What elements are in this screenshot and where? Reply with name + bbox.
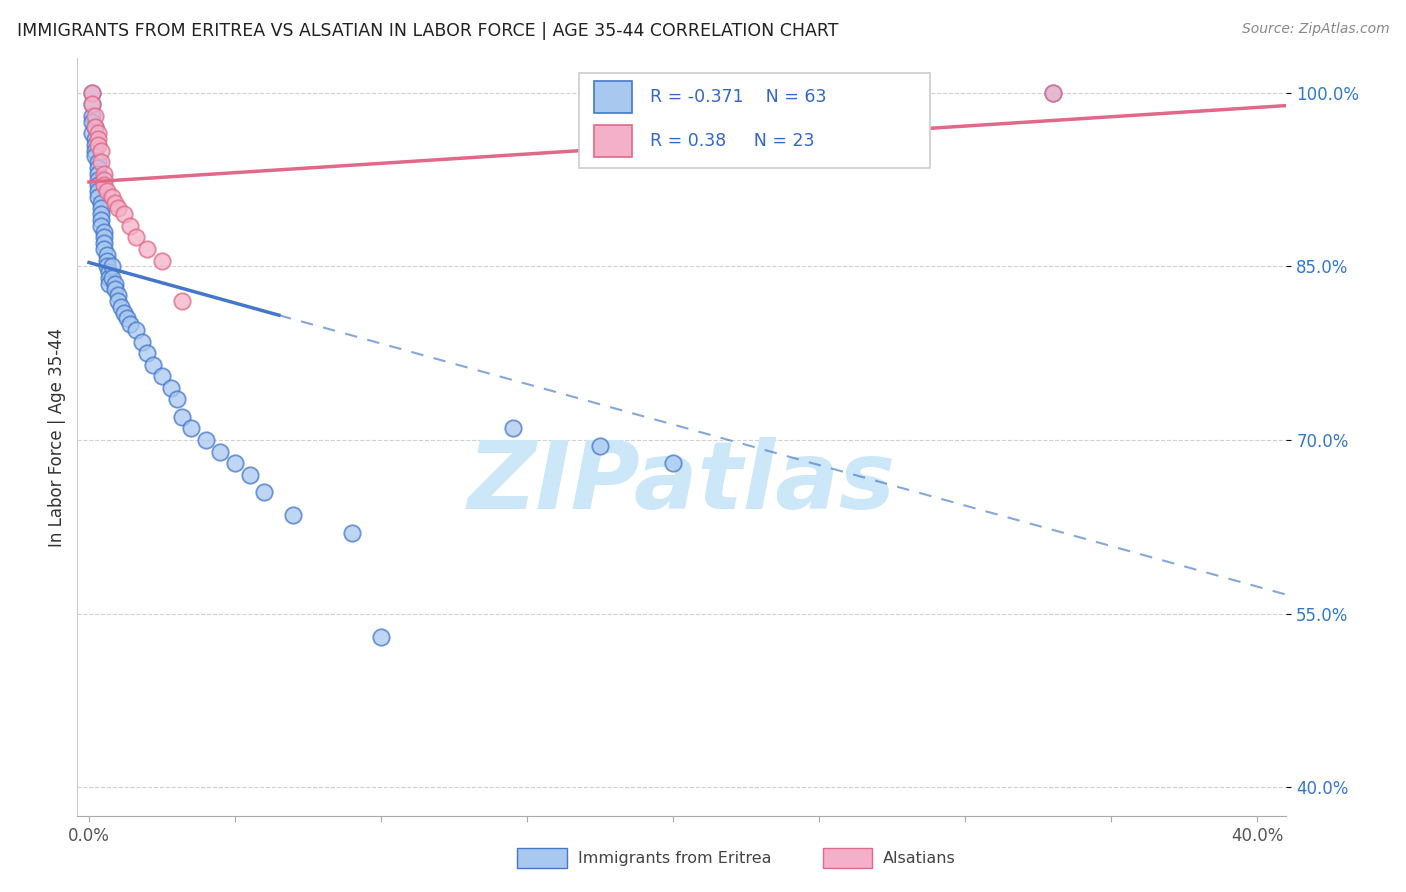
Point: [283, 508, 305, 523]
Point: [112, 207, 135, 221]
Text: R = -0.371    N = 63: R = -0.371 N = 63: [651, 88, 827, 106]
Point: [104, 277, 127, 291]
Point: [87, 184, 110, 198]
Point: [93, 172, 115, 186]
Point: [131, 334, 153, 349]
Point: [90, 207, 112, 221]
Point: [80, 97, 103, 112]
Point: [159, 381, 181, 395]
Point: [101, 190, 124, 204]
Point: [142, 358, 165, 372]
Point: [253, 485, 276, 500]
Text: R = 0.38     N = 23: R = 0.38 N = 23: [651, 132, 815, 150]
Point: [115, 311, 138, 326]
Point: [370, 630, 392, 644]
Point: [101, 271, 124, 285]
Point: [96, 248, 118, 262]
Point: [96, 260, 118, 274]
Point: [93, 178, 115, 193]
Point: [83, 144, 105, 158]
Point: [96, 253, 118, 268]
Point: [110, 300, 132, 314]
Point: [224, 456, 246, 470]
Point: [90, 202, 112, 216]
Point: [90, 155, 112, 169]
Point: [87, 155, 110, 169]
Text: ZIPatlas: ZIPatlas: [468, 436, 896, 529]
Point: [80, 86, 103, 100]
Point: [340, 525, 363, 540]
Point: [93, 242, 115, 256]
Point: [87, 178, 110, 193]
Point: [93, 225, 115, 239]
Point: [125, 323, 148, 337]
Point: [96, 184, 118, 198]
Point: [104, 283, 127, 297]
Point: [83, 149, 105, 163]
Point: [80, 114, 103, 128]
Point: [589, 439, 612, 453]
Point: [209, 444, 232, 458]
Point: [87, 167, 110, 181]
Point: [136, 242, 159, 256]
Point: [83, 132, 105, 146]
Point: [93, 230, 115, 244]
Point: [172, 294, 194, 309]
Point: [125, 230, 148, 244]
Point: [136, 346, 159, 360]
Point: [80, 126, 103, 140]
Point: [118, 219, 141, 233]
Point: [98, 265, 121, 279]
Point: [90, 144, 112, 158]
Point: [87, 132, 110, 146]
Point: [93, 236, 115, 251]
Bar: [593, 125, 633, 157]
Point: [93, 167, 115, 181]
Point: [502, 421, 524, 435]
Text: Alsatians: Alsatians: [883, 851, 956, 865]
Point: [83, 137, 105, 152]
Point: [107, 202, 129, 216]
Point: [1042, 86, 1064, 100]
Point: [80, 109, 103, 123]
Point: [1042, 86, 1064, 100]
Point: [87, 137, 110, 152]
Point: [83, 120, 105, 135]
Point: [87, 190, 110, 204]
Point: [80, 97, 103, 112]
Point: [98, 271, 121, 285]
Bar: [593, 81, 633, 113]
Point: [87, 126, 110, 140]
Text: Source: ZipAtlas.com: Source: ZipAtlas.com: [1241, 22, 1389, 37]
Point: [90, 213, 112, 227]
Point: [80, 86, 103, 100]
Point: [104, 195, 127, 210]
Point: [150, 253, 173, 268]
Point: [662, 456, 685, 470]
Point: [180, 421, 202, 435]
Point: [107, 294, 129, 309]
Point: [83, 109, 105, 123]
Point: [87, 161, 110, 175]
Point: [118, 317, 141, 331]
Point: [194, 433, 217, 447]
Point: [83, 120, 105, 135]
Point: [90, 195, 112, 210]
Point: [150, 369, 173, 384]
Text: IMMIGRANTS FROM ERITREA VS ALSATIAN IN LABOR FORCE | AGE 35-44 CORRELATION CHART: IMMIGRANTS FROM ERITREA VS ALSATIAN IN L…: [17, 22, 838, 40]
Point: [90, 219, 112, 233]
Text: Immigrants from Eritrea: Immigrants from Eritrea: [578, 851, 772, 865]
Point: [172, 409, 194, 424]
FancyBboxPatch shape: [579, 73, 929, 168]
Point: [87, 172, 110, 186]
Point: [112, 305, 135, 319]
Point: [239, 467, 262, 482]
Point: [166, 392, 188, 407]
Y-axis label: In Labor Force | Age 35-44: In Labor Force | Age 35-44: [48, 327, 66, 547]
Point: [101, 260, 124, 274]
Point: [107, 288, 129, 302]
Point: [98, 277, 121, 291]
